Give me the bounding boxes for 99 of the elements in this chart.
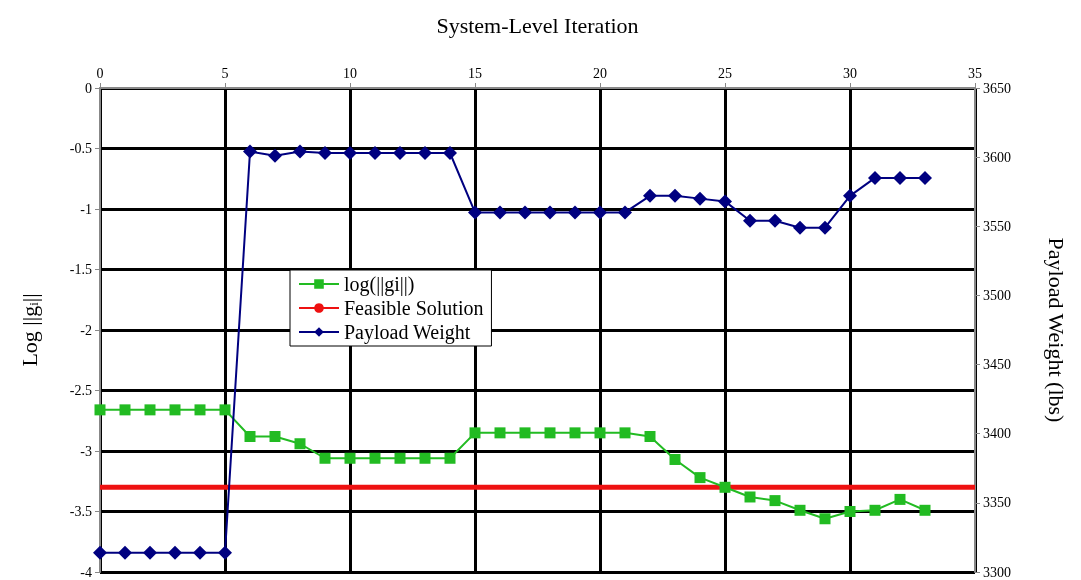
x-tick-label: 35 <box>968 65 982 81</box>
point <box>893 170 907 185</box>
point <box>468 205 482 220</box>
point <box>118 545 132 560</box>
point <box>143 545 157 560</box>
y2-axis-title: Payload Weight (lbs) <box>1043 237 1069 423</box>
y-tick-label: -3 <box>80 443 92 459</box>
y-tick-label: -1.5 <box>69 262 92 277</box>
point <box>469 427 481 439</box>
point <box>119 404 131 416</box>
point <box>318 145 332 160</box>
x-tick-label: 30 <box>843 65 857 81</box>
x-tick-label: 20 <box>593 65 607 81</box>
point <box>194 404 206 416</box>
point <box>643 188 657 203</box>
point <box>293 144 307 159</box>
y-tick-label: -2.5 <box>69 383 92 398</box>
y2-tick-label: 3650 <box>983 80 1011 96</box>
point <box>843 188 857 203</box>
point <box>519 427 531 439</box>
y2-tick-label: 3300 <box>983 564 1011 580</box>
x-tick-label: 10 <box>343 65 357 81</box>
point <box>668 188 682 203</box>
point <box>294 438 306 450</box>
point <box>243 144 257 159</box>
y-axis-title: Log ||gi|| <box>16 293 42 367</box>
point <box>368 145 382 160</box>
legend-label: Feasible Solution <box>344 297 484 319</box>
point <box>319 452 331 464</box>
point <box>218 545 232 560</box>
point <box>418 145 432 160</box>
point <box>494 427 506 439</box>
point <box>569 427 581 439</box>
point <box>868 170 882 185</box>
y2-tick-label: 3600 <box>983 149 1011 165</box>
point <box>219 404 231 416</box>
x-tick-label: 15 <box>468 65 482 81</box>
point <box>743 213 757 228</box>
point <box>493 205 507 220</box>
point <box>169 404 181 416</box>
y2-tick-label: 3500 <box>983 287 1011 303</box>
x-tick-label: 0 <box>96 65 104 81</box>
point <box>594 427 606 439</box>
x-tick-label: 5 <box>221 65 229 81</box>
x-axis-title: System-Level Iteration <box>436 12 639 38</box>
point <box>644 430 656 442</box>
point <box>543 205 557 220</box>
point <box>268 148 282 163</box>
point <box>768 213 782 228</box>
point <box>794 504 806 516</box>
point <box>718 194 732 209</box>
y2-tick-label: 3350 <box>983 495 1011 511</box>
point <box>393 145 407 160</box>
point <box>193 545 207 560</box>
point <box>518 205 532 220</box>
legend-label: log(||gi||) <box>344 273 415 296</box>
y-tick-label: -2 <box>80 322 92 338</box>
y2-tick-label: 3400 <box>983 426 1011 442</box>
point <box>618 205 632 220</box>
point <box>94 404 106 416</box>
point <box>918 170 932 185</box>
point <box>343 145 357 160</box>
point <box>593 205 607 220</box>
point <box>694 472 706 484</box>
point <box>744 491 756 503</box>
point <box>919 504 931 516</box>
point <box>818 220 832 235</box>
point <box>869 504 881 516</box>
y2-tick-label: 3550 <box>983 218 1011 234</box>
point <box>769 495 781 507</box>
y2-tick-label: 3450 <box>983 357 1011 373</box>
point <box>544 427 556 439</box>
point <box>144 404 156 416</box>
point <box>894 493 906 505</box>
point <box>719 481 731 493</box>
point <box>844 506 856 517</box>
point <box>344 452 356 464</box>
point <box>568 205 582 220</box>
point <box>269 430 281 442</box>
point <box>394 452 406 464</box>
point <box>419 452 431 464</box>
y-tick-label: -0.5 <box>69 141 92 156</box>
x-tick-label: 25 <box>718 65 732 81</box>
legend-label: Payload Weight <box>344 321 471 344</box>
y-tick-label: -4 <box>80 564 92 580</box>
y-tick-label: -1 <box>80 201 92 217</box>
point <box>444 452 456 464</box>
point <box>669 453 681 465</box>
point <box>793 220 807 235</box>
point <box>819 513 831 525</box>
point <box>168 545 182 560</box>
point <box>93 545 107 560</box>
point <box>244 430 256 442</box>
y-tick-label: -3.5 <box>69 504 92 519</box>
y-tick-label: 0 <box>85 80 92 96</box>
point <box>693 191 707 206</box>
point <box>369 452 381 464</box>
point <box>443 145 457 160</box>
point <box>619 427 631 439</box>
